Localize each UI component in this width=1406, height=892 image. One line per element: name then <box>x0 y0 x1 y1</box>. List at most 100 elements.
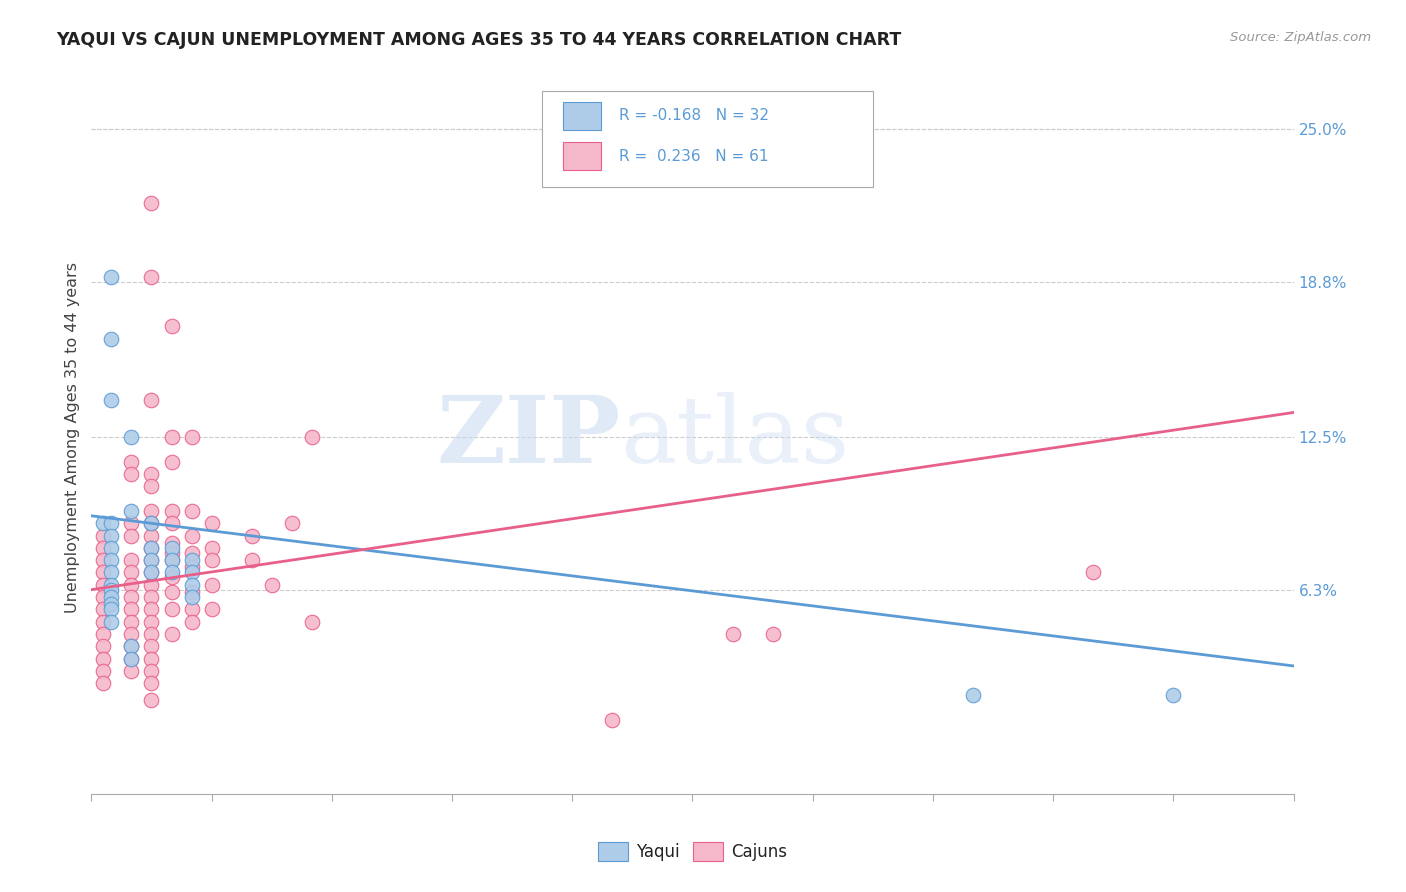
Point <box>121 455 143 469</box>
Point <box>180 566 202 580</box>
Point <box>1083 566 1105 580</box>
Point <box>93 676 115 690</box>
Point <box>121 504 143 518</box>
Point <box>141 553 163 567</box>
Point <box>160 566 183 580</box>
Point <box>141 504 163 518</box>
Point <box>100 615 122 629</box>
Y-axis label: Unemployment Among Ages 35 to 44 years: Unemployment Among Ages 35 to 44 years <box>65 261 80 613</box>
Point <box>160 585 183 599</box>
Point <box>141 528 163 542</box>
Point <box>100 332 122 346</box>
Point <box>100 582 122 597</box>
Point <box>121 590 143 604</box>
Point <box>180 615 202 629</box>
Point <box>141 467 163 481</box>
Point <box>93 516 115 531</box>
Point <box>93 615 115 629</box>
FancyBboxPatch shape <box>543 91 873 187</box>
Point <box>180 546 202 560</box>
Point <box>121 553 143 567</box>
Point <box>180 578 202 592</box>
Point <box>180 590 202 604</box>
Point <box>93 664 115 678</box>
Point <box>93 639 115 653</box>
Text: R = -0.168   N = 32: R = -0.168 N = 32 <box>619 109 769 123</box>
Point <box>281 516 304 531</box>
Point <box>201 553 224 567</box>
Point <box>121 528 143 542</box>
Point <box>141 393 163 408</box>
Text: atlas: atlas <box>620 392 849 482</box>
Point <box>180 553 202 567</box>
Point <box>93 590 115 604</box>
Point <box>141 693 163 707</box>
Point <box>160 553 183 567</box>
Point <box>160 430 183 444</box>
Point <box>121 651 143 665</box>
Point <box>121 516 143 531</box>
Point <box>93 541 115 555</box>
Point <box>201 578 224 592</box>
Point <box>121 651 143 665</box>
Point <box>121 602 143 616</box>
Point <box>93 566 115 580</box>
Point <box>93 651 115 665</box>
Point <box>93 627 115 641</box>
Point <box>141 566 163 580</box>
Bar <box>562 142 602 170</box>
Text: Source: ZipAtlas.com: Source: ZipAtlas.com <box>1230 31 1371 45</box>
Point <box>141 553 163 567</box>
Point <box>180 560 202 574</box>
Point <box>141 566 163 580</box>
Point <box>201 602 224 616</box>
Point <box>100 528 122 542</box>
Point <box>141 270 163 285</box>
Text: ZIP: ZIP <box>436 392 620 482</box>
Point <box>160 602 183 616</box>
Point <box>100 393 122 408</box>
Point <box>141 516 163 531</box>
Point <box>121 639 143 653</box>
Point <box>160 553 183 567</box>
Point <box>180 504 202 518</box>
Point <box>762 627 785 641</box>
Point <box>141 479 163 493</box>
Point <box>160 541 183 555</box>
Point <box>160 516 183 531</box>
Point <box>141 578 163 592</box>
Point <box>121 664 143 678</box>
Point <box>141 676 163 690</box>
Text: R =  0.236   N = 61: R = 0.236 N = 61 <box>619 149 769 163</box>
Point <box>301 615 323 629</box>
Point <box>141 664 163 678</box>
Point <box>160 319 183 334</box>
Point <box>160 536 183 550</box>
Point <box>160 455 183 469</box>
Point <box>201 541 224 555</box>
Point <box>180 430 202 444</box>
Point <box>100 566 122 580</box>
Point <box>121 430 143 444</box>
Point <box>141 516 163 531</box>
Point <box>100 541 122 555</box>
Point <box>240 553 263 567</box>
Point <box>180 602 202 616</box>
Point <box>180 585 202 599</box>
Point <box>93 602 115 616</box>
Point <box>121 639 143 653</box>
Point <box>721 627 744 641</box>
Point <box>100 516 122 531</box>
Point <box>141 615 163 629</box>
Point <box>121 627 143 641</box>
Point <box>100 598 122 612</box>
Legend: Yaqui, Cajuns: Yaqui, Cajuns <box>591 835 794 868</box>
Point <box>141 627 163 641</box>
Point <box>160 627 183 641</box>
Point <box>100 602 122 616</box>
Point <box>160 546 183 560</box>
Point <box>141 590 163 604</box>
Text: YAQUI VS CAJUN UNEMPLOYMENT AMONG AGES 35 TO 44 YEARS CORRELATION CHART: YAQUI VS CAJUN UNEMPLOYMENT AMONG AGES 3… <box>56 31 901 49</box>
Point <box>100 578 122 592</box>
Point <box>141 541 163 555</box>
